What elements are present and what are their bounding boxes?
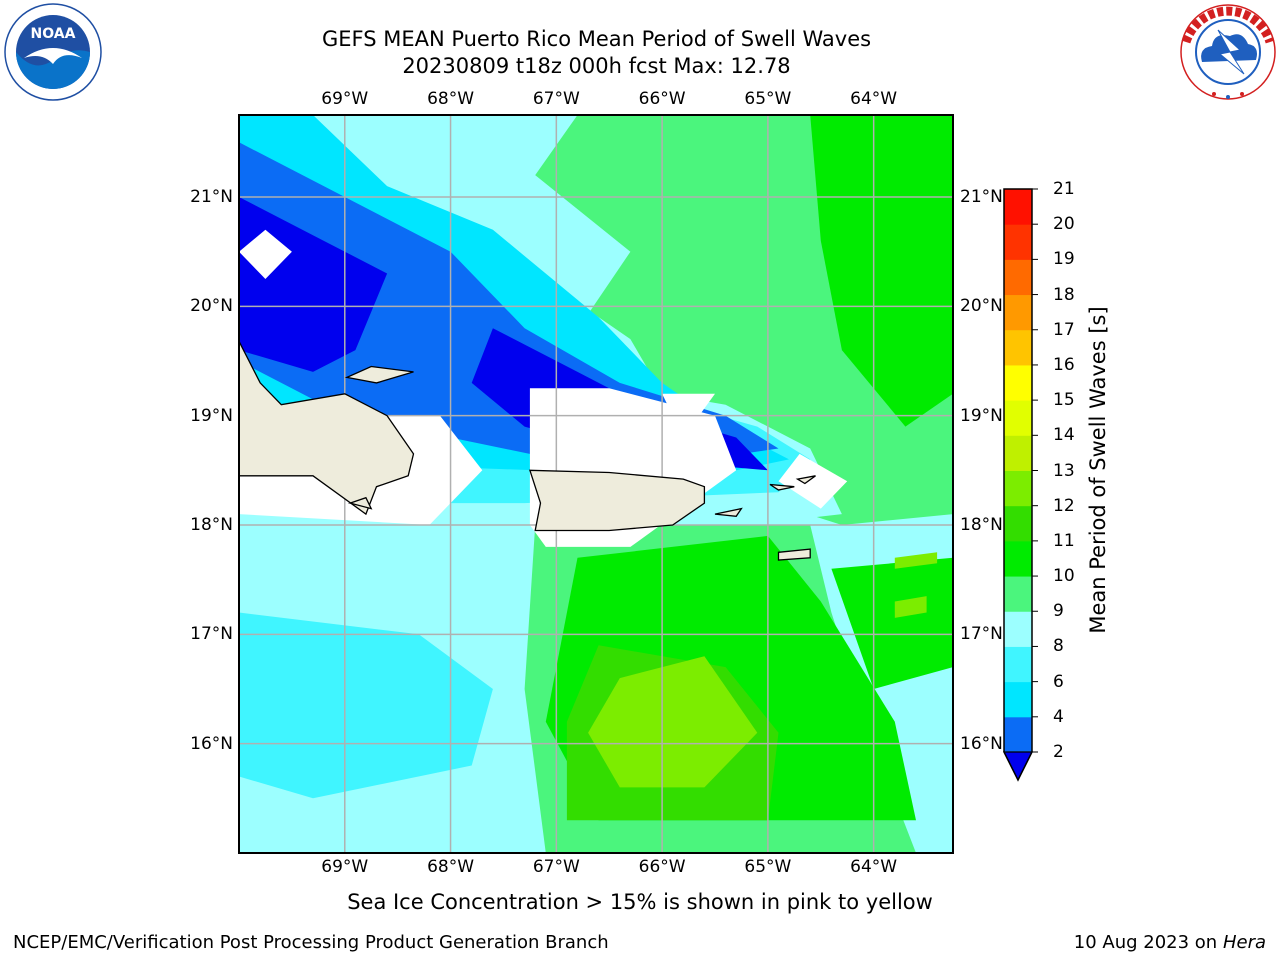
colorbar-tick-label: 10 xyxy=(1053,566,1075,587)
colorbar-label: Mean Period of Swell Waves [s] xyxy=(1086,306,1110,634)
colorbar-tick-label: 6 xyxy=(1053,671,1064,692)
colorbar-segment xyxy=(1004,189,1032,225)
masked-area xyxy=(778,453,848,509)
lon-label: 69°W xyxy=(321,857,369,877)
lon-label: 68°W xyxy=(427,89,475,109)
lat-label: 20°N xyxy=(190,296,233,317)
colorbar-extend-arrow xyxy=(1002,751,1034,782)
noaa-logo: NOAA xyxy=(4,3,102,101)
island xyxy=(239,341,415,516)
colorbar xyxy=(1002,188,1038,782)
colorbar-tick-label: 19 xyxy=(1053,249,1075,270)
colorbar-tick-label: 15 xyxy=(1053,390,1075,411)
colorbar-segment xyxy=(1004,716,1032,753)
colorbar-tick-label: 9 xyxy=(1053,601,1064,622)
machine-name: Hera xyxy=(1222,932,1266,953)
lon-label: 64°W xyxy=(850,857,898,877)
colorbar-segment xyxy=(1004,576,1032,612)
masked-area xyxy=(239,229,292,279)
island xyxy=(344,365,414,384)
lon-label: 69°W xyxy=(321,89,369,109)
lat-label: 18°N xyxy=(960,515,1003,535)
colorbar-segment xyxy=(1004,329,1032,366)
lat-label: 16°N xyxy=(190,733,233,754)
contour-region xyxy=(894,552,938,569)
island xyxy=(528,469,706,532)
colorbar-segment xyxy=(1004,540,1032,577)
colorbar-tick-label: 13 xyxy=(1053,460,1075,481)
landmasses xyxy=(239,341,816,561)
contour-region xyxy=(810,115,953,427)
colorbar-tick-label: 2 xyxy=(1053,742,1064,762)
colorbar-tick-label: 16 xyxy=(1053,354,1075,375)
colorbar-segment xyxy=(1004,259,1032,296)
colorbar-tick-label: 11 xyxy=(1053,530,1075,551)
lat-label: 17°N xyxy=(960,624,1003,645)
lon-label: 67°W xyxy=(532,89,580,109)
colorbar-tick-label: 8 xyxy=(1053,636,1064,657)
colorbar-segment xyxy=(1004,470,1032,507)
colorbar-segment xyxy=(1004,646,1032,683)
sea-ice-note: Sea Ice Concentration > 15% is shown in … xyxy=(347,890,933,914)
island xyxy=(769,483,795,491)
island xyxy=(347,496,373,510)
lon-label: 67°W xyxy=(532,857,580,877)
colorbar-tick-label: 12 xyxy=(1053,495,1075,516)
colorbar-segment xyxy=(1004,364,1032,401)
colorbar-segment xyxy=(1004,224,1032,260)
colorbar-segment xyxy=(1004,611,1032,647)
lon-label: 64°W xyxy=(850,89,898,109)
colorbar-segment xyxy=(1004,294,1032,331)
colorbar-outline xyxy=(1003,188,1033,782)
colorbar-segment xyxy=(1004,505,1032,542)
lat-label: 17°N xyxy=(190,624,233,645)
colorbar-segment xyxy=(1004,435,1032,471)
colorbar-tick-label: 20 xyxy=(1053,214,1075,235)
lon-label: 68°W xyxy=(427,857,475,877)
date-text: 10 Aug 2023 on Hera xyxy=(1074,932,1266,954)
lon-label: 65°W xyxy=(744,89,792,109)
colorbar-tick-label: 4 xyxy=(1053,706,1064,727)
chart-subtitle: 20230809 t18z 000h fcst Max: 12.78 xyxy=(402,54,791,78)
lat-label: 20°N xyxy=(960,296,1003,317)
colorbar-tick-label: 21 xyxy=(1053,179,1075,199)
credit-text: NCEP/EMC/Verification Post Processing Pr… xyxy=(13,932,609,953)
graticule xyxy=(239,115,953,853)
lon-label: 66°W xyxy=(638,89,686,109)
lat-label: 21°N xyxy=(960,187,1003,207)
lat-label: 19°N xyxy=(960,405,1003,426)
island xyxy=(777,548,811,561)
lon-label: 65°W xyxy=(744,857,792,877)
colorbar-segment xyxy=(1004,400,1032,436)
contour-region xyxy=(588,656,758,788)
colorbar-tick-label: 18 xyxy=(1053,284,1075,305)
lon-label: 66°W xyxy=(638,857,686,877)
chart-title: GEFS MEAN Puerto Rico Mean Period of Swe… xyxy=(321,27,872,51)
colorbar-tick-label: 17 xyxy=(1053,319,1075,340)
contour-region xyxy=(894,596,927,618)
island xyxy=(795,475,816,485)
lat-label: 16°N xyxy=(960,733,1003,754)
lat-label: 18°N xyxy=(190,515,233,535)
island xyxy=(714,507,743,517)
colorbar-tick-label: 14 xyxy=(1053,425,1075,446)
map-frame xyxy=(238,114,954,854)
lat-label: 21°N xyxy=(190,187,233,207)
nws-logo xyxy=(1180,4,1276,100)
lat-label: 19°N xyxy=(190,405,233,426)
date-value: 10 Aug 2023 on xyxy=(1073,932,1218,953)
noaa-logo-text: NOAA xyxy=(31,26,76,42)
colorbar-segment xyxy=(1004,681,1032,718)
contour-region xyxy=(239,612,493,799)
contour-region xyxy=(831,557,953,689)
